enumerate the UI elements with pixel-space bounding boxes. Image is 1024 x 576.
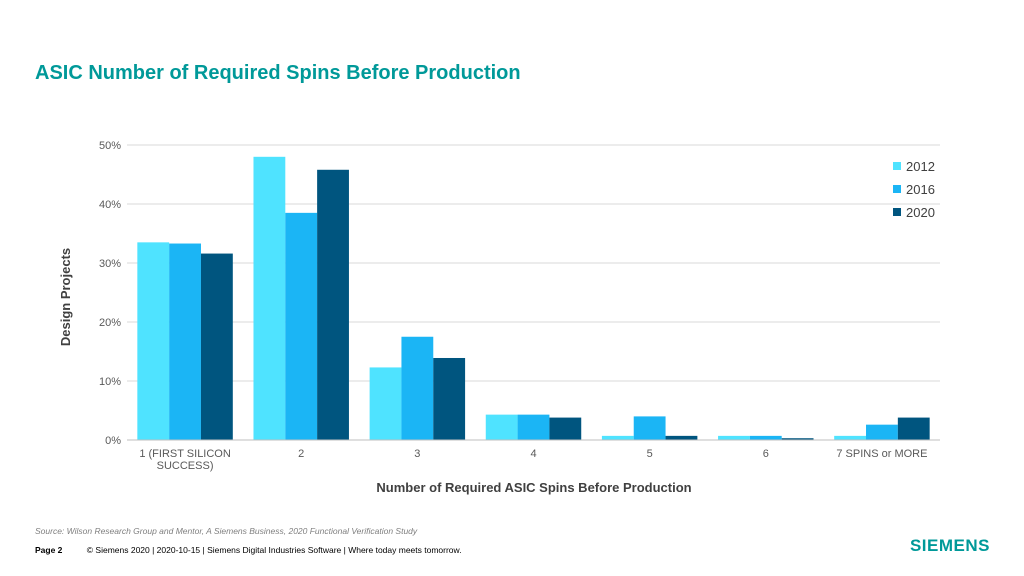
bar-2020-cat-4 xyxy=(549,417,582,440)
bar-2016-cat-7 xyxy=(866,424,898,440)
y-axis-title: Design Projects xyxy=(58,248,73,346)
bar-2012-cat-3 xyxy=(369,367,402,440)
bar-2020-cat-7 xyxy=(897,417,930,440)
bar-2020-cat-1 xyxy=(200,253,233,440)
y-tick-label: 20% xyxy=(99,317,121,329)
footer-text: © Siemens 2020 | 2020-10-15 | Siemens Di… xyxy=(86,545,462,555)
x-axis-title: Number of Required ASIC Spins Before Pro… xyxy=(376,480,691,495)
x-tick-label: 6 xyxy=(763,448,769,460)
bar-2016-cat-1 xyxy=(169,243,201,440)
bar-2020-cat-3 xyxy=(433,357,466,440)
x-tick-label: 7 SPINS or MORE xyxy=(836,448,927,460)
page-number: Page 2 xyxy=(35,545,63,555)
x-tick-label: 1 (FIRST SILICON SUCCESS) xyxy=(139,448,231,472)
y-tick-label: 30% xyxy=(99,258,121,270)
y-tick-label: 10% xyxy=(99,376,121,388)
y-tick-label: 0% xyxy=(105,435,121,447)
bar-2012-cat-1 xyxy=(137,242,170,440)
bar-2012-cat-7 xyxy=(834,435,867,440)
y-tick-label: 40% xyxy=(99,199,121,211)
x-tick-label: 3 xyxy=(414,448,420,460)
legend-swatch-2012 xyxy=(893,162,901,170)
legend: 2012 2016 2020 xyxy=(893,159,935,220)
legend-label-2012: 2012 xyxy=(906,159,935,174)
y-tick-label: 50% xyxy=(99,140,121,152)
legend-swatch-2020 xyxy=(893,208,901,216)
bar-2012-cat-4 xyxy=(485,414,518,440)
x-tick-label: 5 xyxy=(647,448,653,460)
x-tick-label: 4 xyxy=(530,448,536,460)
legend-label-2016: 2016 xyxy=(906,182,935,197)
legend-label-2020: 2020 xyxy=(906,205,935,220)
footer: Page 2 © Siemens 2020 | 2020-10-15 | Sie… xyxy=(35,545,462,555)
bar-2012-cat-5 xyxy=(601,435,634,440)
bar-2016-cat-3 xyxy=(401,336,434,440)
source-note: Source: Wilson Research Group and Mentor… xyxy=(35,526,418,536)
bar-2020-cat-5 xyxy=(665,435,698,440)
x-tick-label: 2 xyxy=(298,448,304,460)
bar-2020-cat-2 xyxy=(317,169,349,440)
bar-2012-cat-2 xyxy=(253,156,286,441)
legend-swatch-2016 xyxy=(893,185,901,193)
bar-2016-cat-2 xyxy=(285,212,318,440)
bars xyxy=(137,156,930,441)
gridlines xyxy=(127,144,940,382)
slide-title: ASIC Number of Required Spins Before Pro… xyxy=(35,62,521,84)
bar-2012-cat-6 xyxy=(718,435,750,440)
axes: 0% 10% 20% 30% 40% 50% 1 (FIRST SILICON SUCCESS… xyxy=(99,140,940,472)
bar-2020-cat-6 xyxy=(781,438,814,440)
siemens-logo: SIEMENS xyxy=(909,536,990,555)
bar-2016-cat-5 xyxy=(633,416,666,440)
bar-2016-cat-6 xyxy=(749,435,782,440)
bar-2016-cat-4 xyxy=(517,414,550,440)
